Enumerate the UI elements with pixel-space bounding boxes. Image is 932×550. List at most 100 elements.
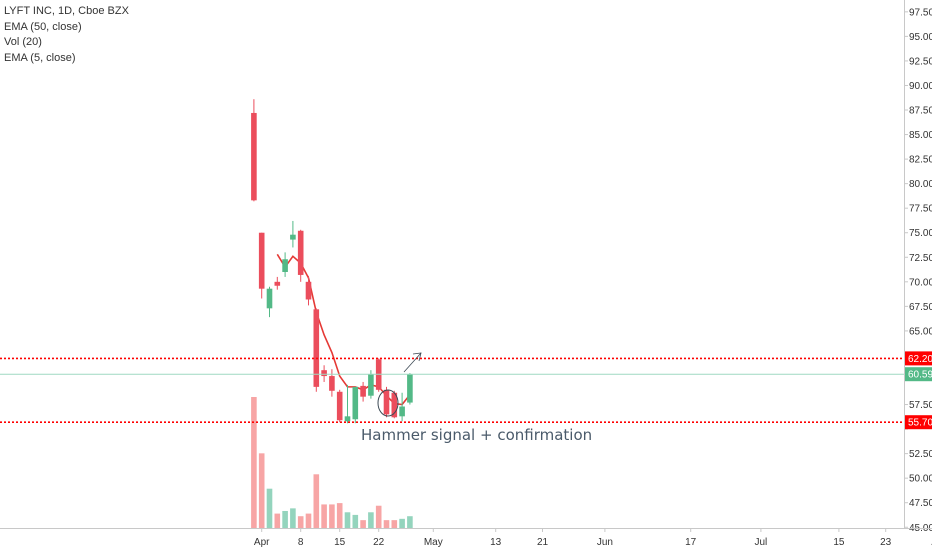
price-level-badge-label: 55.70 bbox=[908, 418, 932, 429]
time-tick-label: 15 bbox=[334, 537, 346, 548]
candle[interactable] bbox=[266, 286, 273, 318]
price-tick-label: 65.00 bbox=[909, 326, 932, 337]
price-tick-label: 57.50 bbox=[909, 400, 932, 411]
trend-arrow-annotation[interactable] bbox=[403, 352, 422, 373]
time-tick-label: 23 bbox=[880, 537, 892, 548]
volume-bar[interactable] bbox=[305, 513, 312, 528]
time-tick-label: May bbox=[424, 537, 443, 548]
price-tick-label: 87.50 bbox=[909, 106, 932, 117]
volume-bar[interactable] bbox=[282, 510, 288, 528]
candle-body bbox=[321, 370, 327, 377]
volume-bar[interactable] bbox=[399, 518, 405, 528]
candle[interactable] bbox=[321, 365, 327, 382]
price-tick-label: 82.50 bbox=[909, 155, 932, 166]
arrow-head-icon bbox=[412, 352, 422, 362]
time-tick-label: 22 bbox=[373, 537, 385, 548]
price-tick-label: 85.00 bbox=[909, 130, 932, 141]
candle[interactable] bbox=[258, 232, 265, 299]
candle-body bbox=[352, 386, 359, 420]
candle-body bbox=[297, 230, 304, 275]
candle[interactable] bbox=[251, 99, 257, 202]
legend-ema50[interactable]: EMA (50, close) bbox=[4, 20, 82, 33]
candle-body bbox=[266, 288, 273, 309]
time-tick-label: Apr bbox=[254, 537, 270, 548]
volume-bar[interactable] bbox=[258, 453, 265, 528]
price-pane[interactable] bbox=[0, 99, 904, 528]
volume-bar[interactable] bbox=[375, 505, 382, 528]
time-tick-label: Jul bbox=[755, 537, 768, 548]
volume-bar[interactable] bbox=[329, 504, 335, 528]
candle[interactable] bbox=[290, 220, 296, 248]
volume-bar[interactable] bbox=[360, 520, 366, 528]
volume-bar[interactable] bbox=[344, 512, 351, 528]
time-tick-label: 8 bbox=[298, 537, 304, 548]
annotation-text[interactable]: Hammer signal + confirmation bbox=[361, 426, 592, 444]
current-price-label: 60.59 bbox=[908, 370, 932, 381]
candle-body bbox=[407, 374, 413, 403]
price-tick-label: 72.50 bbox=[909, 253, 932, 264]
candle-body bbox=[368, 374, 374, 396]
candle-body bbox=[383, 389, 390, 415]
legend-volume[interactable]: Vol (20) bbox=[4, 36, 42, 48]
volume-bar[interactable] bbox=[290, 508, 296, 528]
candle-body bbox=[391, 392, 398, 418]
time-tick-label: 13 bbox=[490, 537, 502, 548]
candle[interactable] bbox=[407, 373, 413, 405]
candle[interactable] bbox=[329, 369, 335, 397]
price-tick-label: 92.50 bbox=[909, 56, 932, 67]
candle-body bbox=[251, 112, 257, 201]
price-tick-label: 47.50 bbox=[909, 498, 932, 509]
candle-body bbox=[336, 391, 343, 421]
current-price-badge bbox=[905, 367, 932, 382]
candle[interactable] bbox=[368, 370, 374, 399]
candle[interactable] bbox=[344, 384, 351, 424]
price-tick-label: 70.00 bbox=[909, 277, 932, 288]
time-tick-label: 17 bbox=[685, 537, 697, 548]
volume-bar[interactable] bbox=[368, 512, 374, 528]
volume-bar[interactable] bbox=[251, 397, 257, 528]
legend-ema5[interactable]: EMA (5, close) bbox=[4, 51, 76, 64]
volume-bar[interactable] bbox=[274, 513, 281, 528]
volume-bar[interactable] bbox=[407, 516, 413, 528]
volume-bar[interactable] bbox=[383, 520, 390, 528]
candle[interactable] bbox=[383, 386, 390, 418]
volume-bar[interactable] bbox=[391, 520, 398, 528]
chart-legend: LYFT INC, 1D, Cboe BZX EMA (50, close) V… bbox=[4, 4, 129, 66]
drawing-layer[interactable]: Hammer signal + confirmation bbox=[361, 352, 592, 444]
time-tick-label: 21 bbox=[537, 537, 549, 548]
candle[interactable] bbox=[313, 308, 320, 392]
legend-symbol[interactable]: LYFT INC, 1D, Cboe BZX bbox=[4, 5, 129, 17]
hammer-circle-annotation[interactable] bbox=[377, 389, 399, 417]
price-tick-label: 77.50 bbox=[909, 204, 932, 215]
candle[interactable] bbox=[375, 358, 382, 392]
volume-bar[interactable] bbox=[297, 516, 304, 528]
volume-bar[interactable] bbox=[321, 504, 327, 528]
candle[interactable] bbox=[274, 276, 281, 290]
candle-body bbox=[344, 416, 351, 422]
time-axis[interactable]: Apr81522May1321Jun17Jul1523Aug bbox=[0, 528, 932, 548]
volume-bar[interactable] bbox=[352, 514, 359, 528]
candle-body bbox=[305, 281, 312, 300]
ema5-line[interactable] bbox=[276, 253, 411, 406]
candle-body bbox=[282, 259, 288, 272]
candle[interactable] bbox=[336, 389, 343, 423]
price-tick-label: 50.00 bbox=[909, 474, 932, 485]
volume-bar[interactable] bbox=[266, 488, 273, 528]
candle[interactable] bbox=[352, 386, 359, 424]
candle[interactable] bbox=[399, 392, 405, 422]
candle[interactable] bbox=[282, 252, 288, 277]
time-tick-label: Jun bbox=[597, 537, 613, 548]
volume-bar[interactable] bbox=[313, 474, 320, 528]
price-tick-label: 90.00 bbox=[909, 81, 932, 92]
candle[interactable] bbox=[297, 229, 304, 282]
price-tick-label: 75.00 bbox=[909, 228, 932, 239]
price-level-badge bbox=[905, 351, 932, 366]
time-tick-label: 15 bbox=[833, 537, 845, 548]
price-axis[interactable]: 97.50 95.00 92.50 90.00 87.50 85.00 82.50 80.00… bbox=[904, 0, 932, 534]
candle-body bbox=[360, 385, 366, 397]
candle-body bbox=[313, 309, 320, 387]
candle[interactable] bbox=[305, 275, 312, 306]
volume-bar[interactable] bbox=[336, 503, 343, 528]
candle[interactable] bbox=[360, 381, 366, 402]
